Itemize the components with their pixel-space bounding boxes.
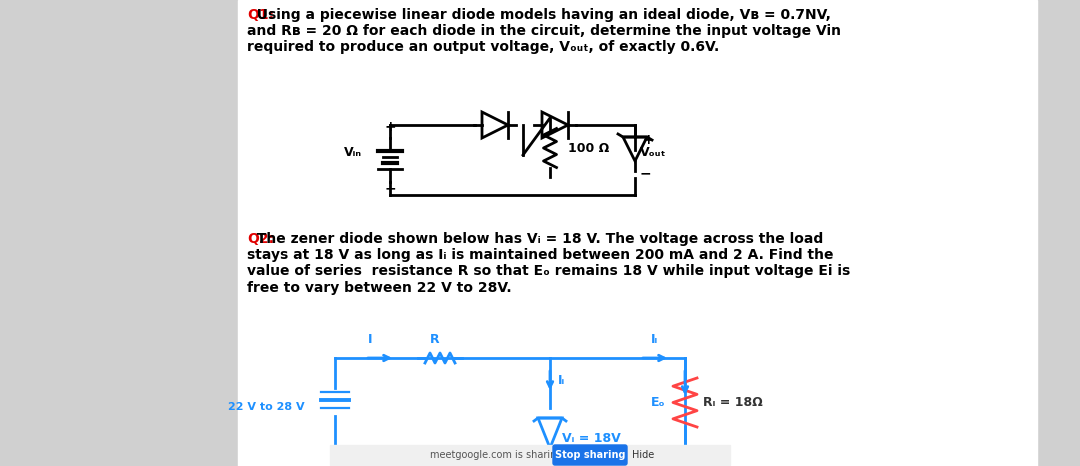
Text: Stop sharing: Stop sharing — [555, 450, 625, 460]
Text: Q1:: Q1: — [247, 8, 274, 22]
Bar — [238, 0, 1037, 466]
Text: Q2:: Q2: — [247, 232, 274, 246]
Text: I: I — [368, 333, 373, 346]
FancyBboxPatch shape — [553, 445, 627, 465]
Text: −: − — [640, 166, 651, 180]
Text: −: − — [384, 181, 396, 195]
Text: Vₒᵤₜ: Vₒᵤₜ — [640, 146, 666, 159]
Text: The zener diode shown below has Vᵢ = 18 V. The voltage across the load
stays at : The zener diode shown below has Vᵢ = 18 … — [247, 232, 850, 295]
Text: Iᵢ: Iᵢ — [558, 374, 565, 386]
Text: Vᵢ = 18V: Vᵢ = 18V — [562, 432, 621, 445]
Text: Rₗ = 18Ω: Rₗ = 18Ω — [703, 396, 762, 409]
Text: +: + — [643, 133, 654, 147]
Bar — [330, 445, 730, 465]
Text: Using a piecewise linear diode models having an ideal diode, Vʙ = 0.7ΝV,
and Rʙ : Using a piecewise linear diode models ha… — [247, 8, 841, 55]
Text: 100 Ω: 100 Ω — [568, 142, 609, 155]
Text: meetgoogle.com is sharing your screen: meetgoogle.com is sharing your screen — [430, 450, 623, 460]
Text: R: R — [430, 333, 440, 346]
Text: Eₒ: Eₒ — [650, 396, 665, 409]
Text: +: + — [384, 120, 396, 134]
Text: Vᵢₙ: Vᵢₙ — [345, 145, 362, 158]
Text: 22 V to 28 V: 22 V to 28 V — [228, 402, 305, 412]
Text: Hide: Hide — [632, 450, 654, 460]
Text: Iₗ: Iₗ — [651, 333, 659, 346]
